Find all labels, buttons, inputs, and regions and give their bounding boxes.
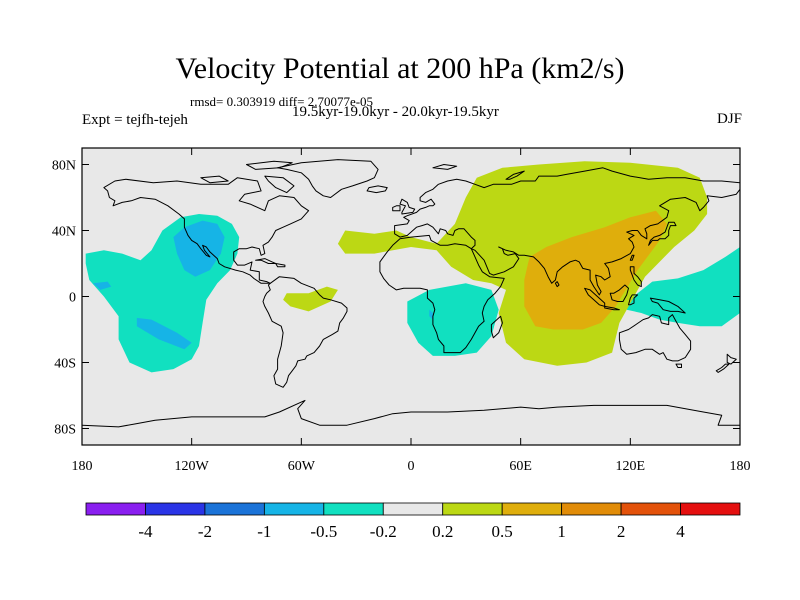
coastline-africa [379, 234, 505, 354]
coastline-antarctica [82, 399, 740, 428]
contour-region-6 [626, 247, 740, 327]
x-tick-label: 0 [408, 459, 415, 474]
y-tick-label: 40S [54, 357, 76, 372]
coastline-sri-lanka [554, 281, 560, 288]
coastline-eurasia [394, 167, 740, 296]
colorbar-label: 2 [617, 522, 626, 541]
colorbar-label: -4 [138, 522, 153, 541]
colorbar-swatch [85, 502, 146, 516]
y-tick-label: 80S [54, 423, 76, 438]
coastline-svalbard [432, 164, 458, 170]
coastline-sulawesi [628, 294, 639, 306]
coastline-new-guinea [649, 297, 686, 314]
colorbar-swatch [145, 502, 206, 516]
map-title: Velocity Potential at 200 hPa (km2/s) [175, 52, 625, 85]
x-tick-label: 120E [616, 459, 646, 474]
contour-fill-layer [85, 161, 740, 373]
coastline-victoria-island [200, 175, 229, 184]
contour-region-7 [337, 161, 708, 366]
coastline-ellesmere-island [246, 160, 293, 170]
colorbar-swatch [680, 502, 741, 516]
coastline-java [604, 305, 620, 311]
x-tick-label: 60E [509, 459, 532, 474]
colorbar-label: 1 [557, 522, 566, 541]
period-label: 19.5kyr-19.0kyr - 20.0kyr-19.5kyr [292, 104, 499, 120]
x-tick-label: 60W [288, 459, 316, 474]
contour-region-4 [407, 283, 499, 356]
contour-region-9 [283, 286, 338, 312]
y-tick-label: 80N [52, 159, 76, 174]
colorbar-swatch [442, 502, 503, 516]
colorbar-swatch [263, 502, 325, 516]
x-tick-label: 180 [730, 459, 751, 474]
coastline-novaya-zemlya [505, 170, 525, 180]
colorbar-swatch [382, 502, 444, 516]
colorbar-label: 0.2 [432, 522, 453, 541]
coastline-australia [618, 314, 692, 362]
y-tick-label: 0 [69, 291, 76, 306]
coastline-tasmania [675, 363, 682, 368]
contour-region-5 [429, 309, 433, 320]
contour-region-2 [93, 281, 112, 290]
coastline-hispaniola [275, 263, 286, 268]
coastline-philippines [629, 266, 642, 288]
colorbar-label: -0.2 [370, 522, 397, 541]
colorbar-label: -0.5 [310, 522, 337, 541]
colorbar-swatch [501, 502, 563, 516]
contour-region-1 [173, 220, 225, 277]
colorbar: -4 -2 -1 -0.5 -0.2 0.2 0.5 1 2 4 [85, 502, 741, 541]
rmsd-diff-stats: rmsd= 0.303919 diff= 2.70077e-05 [190, 94, 374, 109]
season-label: DJF [716, 111, 742, 127]
coastline-madagascar [490, 315, 503, 339]
colorbar-label: 0.5 [492, 522, 513, 541]
coastline-taiwan [629, 254, 635, 261]
colorbar-label: 4 [676, 522, 685, 541]
colorbar-swatch [204, 502, 265, 516]
coastline-baffin-island [264, 175, 295, 194]
y-tick-label: 40N [52, 225, 76, 240]
x-tick-label: 120W [175, 459, 210, 474]
coastline-great-britain [399, 198, 416, 215]
colorbar-swatch [620, 502, 681, 516]
colorbar-label: -2 [198, 522, 212, 541]
coastline-layer [82, 159, 740, 428]
coastline-ireland [392, 205, 401, 212]
coastline-greenland [277, 159, 379, 198]
coastline-borneo [609, 284, 629, 302]
coastline-japan [648, 221, 677, 246]
coastline-iceland [366, 185, 388, 194]
coastline-new-zealand [715, 353, 737, 373]
coastline-north-america [103, 177, 310, 284]
colorbar-swatch [323, 502, 384, 516]
x-tick-label: 180 [72, 459, 93, 474]
axis-ticks: 180 120W 60W 0 60E 120E 180 80N 40N 0 40S 80S [52, 148, 751, 474]
coastline-south-america [262, 276, 348, 388]
experiment-label: Expt = tejfh-tejeh [82, 112, 188, 128]
contour-region-3 [136, 317, 192, 350]
colorbar-swatch [561, 502, 622, 516]
colorbar-label: -1 [257, 522, 271, 541]
contour-region-8 [524, 210, 667, 330]
